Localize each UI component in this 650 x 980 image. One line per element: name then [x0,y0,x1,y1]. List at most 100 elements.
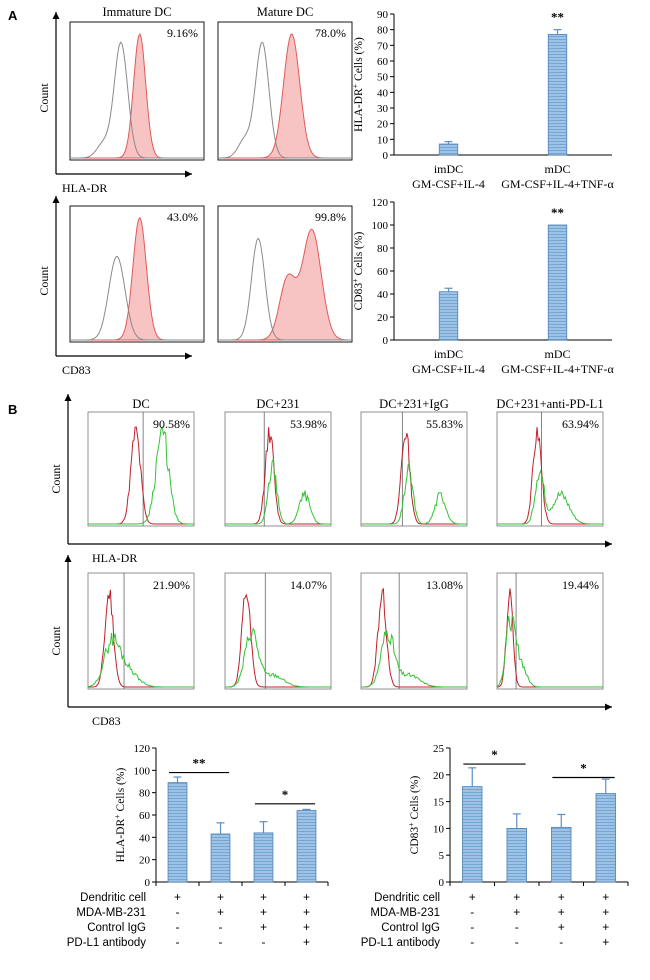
y-tick-label: 80 [377,25,389,37]
flow-title-a-1: Mature DC [257,5,314,19]
count-label-b-0: Count [49,464,63,494]
flow-title-a-0: Immature DC [102,5,171,19]
treatment-mark: - [262,935,266,949]
treatment-mark: + [558,920,565,934]
y-tick-label: 25 [433,743,445,755]
percent-label: 21.90% [153,578,190,592]
bar [595,793,616,883]
panel-b-label: B [8,402,17,417]
treatment-mark: - [470,920,474,934]
treatment-mark: - [176,920,180,934]
flow-histogram-b-0-1: 53.98% [224,411,332,527]
comparison-label: * [580,760,587,775]
treatment-mark: + [303,920,310,934]
marker-label-a-1: CD83 [62,363,91,377]
sample-histogram [88,425,194,525]
y-tick-label: 20 [377,119,389,131]
bar [167,782,188,883]
mature-histogram [218,228,352,341]
marker-axis-b-1-head [605,703,612,711]
treatment-row-label: Control IgG [87,922,146,934]
y-tick-label: 60 [377,56,389,68]
flow-histogram-b-1-3: 19.44% [496,572,604,690]
marker-label-a-0: HLA-DR [62,181,107,195]
count-axis-a-0-head [52,12,60,19]
category-label: mDC [544,347,570,361]
sample-histogram [497,469,603,525]
treatment-row-label: Dendritic cell [374,892,440,904]
treatment-table-1: Dendritic cell + + + +MDA-MB-231- + + +Control … [361,890,610,949]
y-axis-label-sup: + [113,814,122,819]
marker-axis-b-0-head [605,540,612,548]
control-histogram [218,237,352,341]
y-axis-label: CD83+ Cells (%) [351,232,366,311]
sample-histogram [496,614,603,688]
control-histogram [70,256,204,341]
bar [547,224,568,341]
panel-a-label: A [8,8,18,23]
percent-label: 43.0% [167,210,198,224]
y-tick-label: 80 [139,788,151,800]
percent-label: 13.08% [426,578,463,592]
histogram-frame [224,572,332,690]
treatment-mark: + [260,920,267,934]
bar [551,826,572,883]
treatment-mark: + [602,935,609,949]
y-tick-label: 0 [145,877,151,889]
category-sublabel: GM-CSF+IL-4 [412,362,485,376]
flow-histogram-a-1-1: 99.8% [217,205,353,343]
treatment-mark: + [469,890,476,904]
marker-axis-b-0 [68,540,612,548]
count-axis-b-0-head [64,394,72,401]
y-axis-label: HLA-DR+ Cells (%) [351,37,366,132]
bar-chart-0: 0 10 20 30 40 50 60 70 80 90 HLA-DR+ Cells (%) imDC… [351,9,615,191]
percent-label: 14.07% [290,578,327,592]
percent-label: 78.0% [315,26,346,40]
y-axis-label-sup: + [407,822,416,827]
y-tick-label: 100 [134,765,151,777]
marker-label-b-1: CD83 [92,714,121,728]
percent-label: 9.16% [167,26,198,40]
y-tick-label: 40 [377,289,389,301]
flow-title-b-0: DC [132,397,149,411]
treatment-mark: + [602,905,609,919]
y-tick-label: 40 [139,832,151,844]
treatment-mark: + [217,890,224,904]
y-tick-label: 30 [377,103,389,115]
treatment-mark: + [174,890,181,904]
flow-histogram-b-1-1: 14.07% [224,572,332,690]
treatment-mark: + [303,905,310,919]
y-axis-label-main: HLA-DR [353,88,365,132]
control-histogram [218,41,352,159]
treatment-mark: - [176,935,180,949]
flow-histogram-a-1-0: 43.0% [69,205,205,343]
y-tick-label: 40 [377,87,389,99]
y-axis-label-sup: + [351,83,360,88]
y-tick-label: 10 [377,134,389,146]
bar [253,832,274,883]
y-axis-label-tail: Cells (%) [115,768,127,815]
y-axis-label-tail: Cells (%) [353,232,365,279]
percent-label: 90.58% [153,417,190,431]
count-axis-a-0 [52,12,60,174]
flow-histogram-b-1-2: 13.08% [360,572,468,690]
y-tick-label: 80 [377,243,389,255]
y-tick-label: 20 [433,770,445,782]
treatment-mark: + [513,905,520,919]
y-tick-label: 90 [377,9,389,21]
treatment-row-label: PD-L1 antibody [67,937,147,949]
count-axis-a-1 [52,196,60,356]
flow-histogram-b-0-2: 55.83% [360,411,468,527]
control-histogram [70,41,204,159]
y-axis-label-main: HLA-DR [115,819,127,863]
marker-label-b-0: HLA-DR [92,551,137,565]
treatment-mark: - [219,920,223,934]
y-axis-label-main: CD83 [409,827,421,855]
treatment-row-label: Control IgG [381,922,440,934]
marker-axis-b-1 [68,703,612,711]
count-axis-b-0 [64,394,72,544]
treatment-row-label: MDA-MB-231 [76,907,146,919]
treatment-mark: - [515,920,519,934]
